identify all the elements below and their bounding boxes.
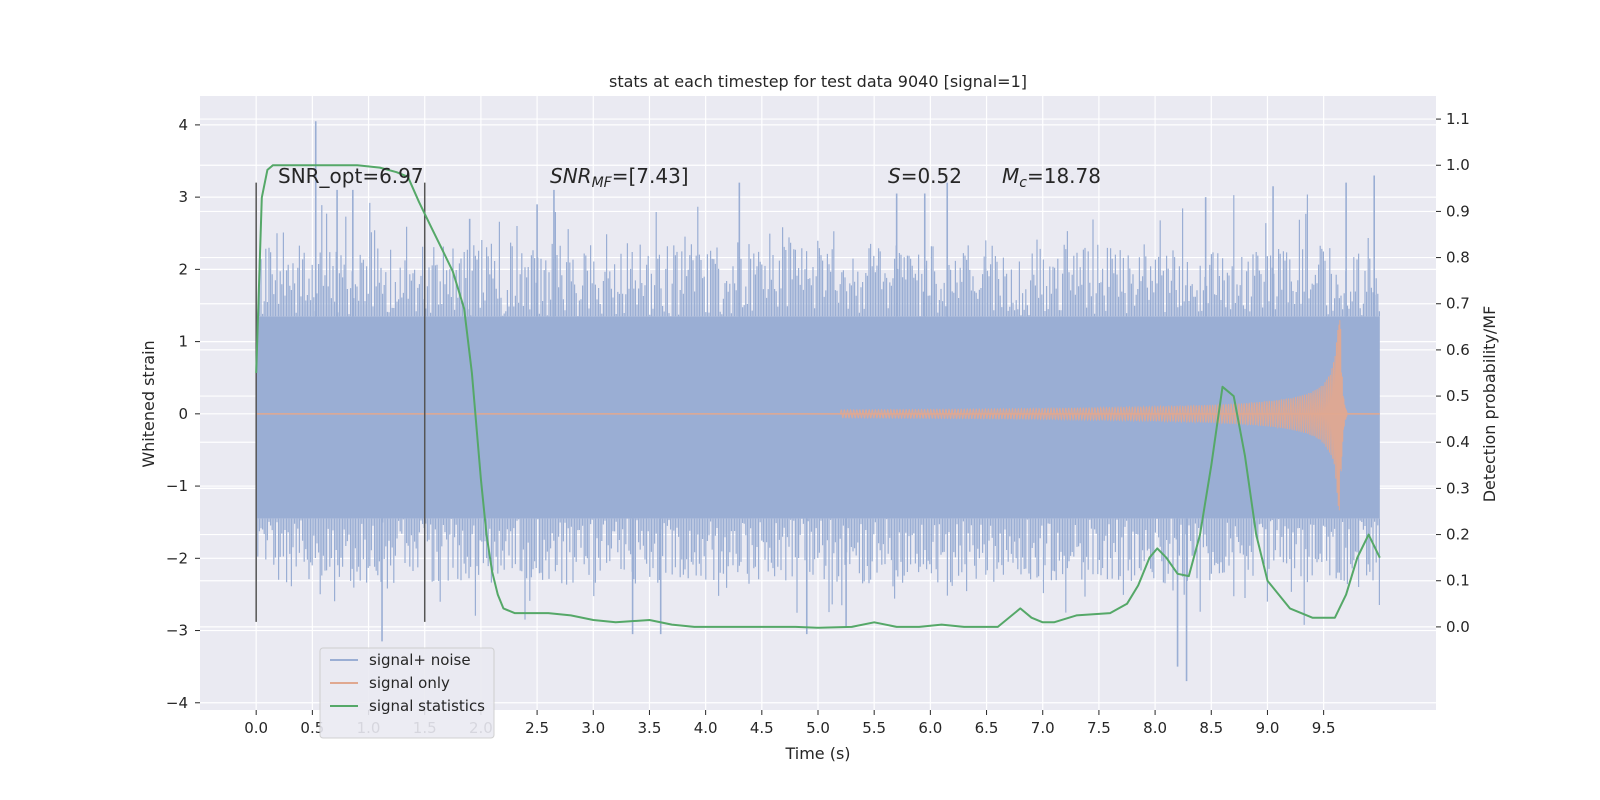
x-tick-label: 9.0 [1256, 719, 1280, 737]
y-right-tick-label: 0.9 [1446, 202, 1470, 220]
legend-label-signal-statistics: signal statistics [369, 697, 485, 715]
y-right-tick-label: 0.4 [1446, 433, 1470, 451]
y-right-tick-label: 0.5 [1446, 387, 1470, 405]
x-tick-label: 2.5 [525, 719, 549, 737]
annotation-snr-mf-prefix: SNR [550, 164, 592, 188]
x-tick-label: 6.0 [918, 719, 942, 737]
y-right-tick-label: 0.2 [1446, 526, 1470, 544]
y-tick-label: −3 [166, 622, 188, 640]
x-tick-label: 6.5 [975, 719, 999, 737]
y-axis-right-label: Detection probability/MF [1480, 306, 1499, 503]
y-tick-label: −2 [166, 549, 188, 567]
x-tick-label: 9.5 [1312, 719, 1336, 737]
y-right-tick-label: 0.0 [1446, 618, 1470, 636]
x-tick-label: 0.0 [244, 719, 268, 737]
x-tick-label: 8.5 [1199, 719, 1223, 737]
y-tick-label: 3 [178, 188, 188, 206]
annotation-s-prefix: S [888, 164, 901, 188]
legend-label-signal-noise: signal+ noise [369, 651, 471, 669]
y-tick-label: 0 [178, 405, 188, 423]
annotation-snr-mf: SNRMF=[7.43] [550, 164, 689, 191]
x-tick-label: 4.0 [694, 719, 718, 737]
chart-title: stats at each timestep for test data 904… [609, 72, 1027, 91]
annotation-mc-suffix: =18.78 [1027, 164, 1101, 188]
x-tick-label: 8.0 [1143, 719, 1167, 737]
y-tick-label: 4 [178, 116, 188, 134]
vertical-markers [255, 182, 426, 622]
annotation-mc-sub: c [1019, 175, 1027, 191]
x-tick-label: 0.5 [300, 719, 324, 737]
signal-statistics-line [255, 164, 1381, 629]
annotation-s-suffix: =0.52 [901, 164, 962, 188]
y-right-tick-label: 1.1 [1446, 110, 1470, 128]
legend-box [319, 647, 495, 739]
x-tick-label: 3.5 [638, 719, 662, 737]
annotation-snr-mf-suffix: =[7.43] [612, 164, 689, 188]
annotation-snr-mf-sub: MF [592, 175, 613, 191]
y-tick-label: −4 [166, 694, 188, 712]
y-tick-label: 1 [178, 333, 188, 351]
annotation-mc: Mc=18.78 [1002, 164, 1101, 191]
y-right-tick-label: 0.8 [1446, 249, 1470, 267]
x-tick-label: 3.0 [581, 719, 605, 737]
annotation-mc-prefix: M [1002, 164, 1019, 188]
x-tick-label: 5.0 [806, 719, 830, 737]
y-tick-label: −1 [166, 477, 188, 495]
x-tick-label: 4.5 [750, 719, 774, 737]
y-tick-label: 2 [178, 260, 188, 278]
signal-only-chirp [839, 320, 1348, 511]
x-axis-label: Time (s) [784, 744, 850, 763]
legend: signal+ noise signal only signal statist… [319, 647, 495, 739]
legend-label-signal-only: signal only [369, 674, 450, 692]
x-tick-label: 7.0 [1031, 719, 1055, 737]
signal-statistics-group [255, 164, 1381, 629]
tick-group: 0.00.51.01.52.02.53.03.54.04.55.05.56.06… [166, 110, 1470, 737]
signal-only-group [256, 320, 1380, 511]
x-tick-label: 7.5 [1087, 719, 1111, 737]
y-right-tick-label: 0.1 [1446, 572, 1470, 590]
y-axis-label: Whitened strain [139, 340, 158, 467]
annotation-snr-opt: SNR_opt=6.97 [278, 164, 424, 188]
annotation-s: S=0.52 [888, 164, 962, 188]
y-right-tick-label: 0.3 [1446, 479, 1470, 497]
x-tick-label: 5.5 [862, 719, 886, 737]
y-right-tick-label: 0.6 [1446, 341, 1470, 359]
y-right-tick-label: 1.0 [1446, 156, 1470, 174]
y-right-tick-label: 0.7 [1446, 295, 1470, 313]
